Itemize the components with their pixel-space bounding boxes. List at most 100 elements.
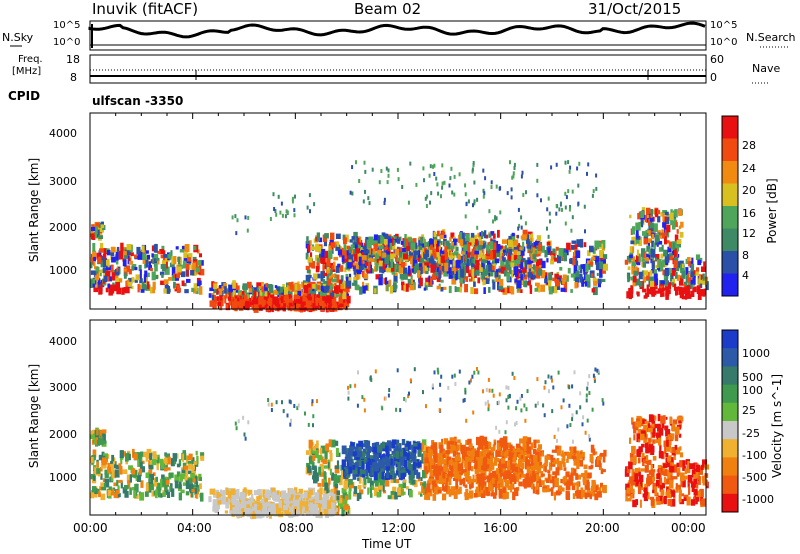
power-cell	[400, 241, 406, 245]
velocity-cell	[485, 486, 491, 496]
velocity-cell	[288, 488, 294, 497]
power-cell	[273, 207, 276, 211]
power-cell	[166, 254, 172, 259]
power-cell	[90, 270, 95, 275]
power-cell	[439, 265, 443, 275]
velocity-cell	[423, 452, 427, 460]
power-cell	[309, 209, 311, 214]
power-cell	[208, 293, 212, 298]
power-cell	[387, 173, 390, 178]
power-cell	[464, 183, 467, 188]
power-cell	[428, 173, 431, 178]
power-cell	[592, 276, 597, 282]
power-cell	[322, 264, 325, 273]
velocity-cell	[373, 471, 378, 481]
power-cell	[291, 300, 295, 306]
velocity-cell	[310, 496, 314, 501]
power-cell	[567, 267, 571, 274]
velocity-cell	[195, 450, 198, 456]
power-cell	[177, 256, 181, 264]
velocity-cell	[178, 459, 182, 466]
power-cell	[664, 216, 670, 225]
power-cell	[482, 194, 485, 199]
velocity-cell	[329, 452, 333, 462]
power-cell	[564, 191, 567, 196]
power-cell	[443, 234, 447, 238]
power-cell	[419, 277, 423, 287]
velocity-cell	[342, 492, 347, 499]
power-cell	[193, 288, 197, 294]
velocity-cell	[343, 497, 348, 505]
power-cell	[671, 249, 674, 256]
velocity-cell	[346, 468, 349, 474]
velocity-cell	[425, 470, 428, 478]
power-cell	[336, 303, 341, 308]
power-cell	[564, 160, 567, 165]
power-cell	[258, 297, 263, 305]
power-cell	[574, 244, 578, 251]
velocity-cell	[352, 451, 357, 457]
velocity-cell	[387, 459, 393, 466]
power-cell	[347, 262, 352, 269]
power-cell	[338, 298, 343, 305]
velocity-cell	[425, 451, 430, 455]
velocity-cell	[352, 464, 356, 470]
power-cell	[459, 278, 463, 288]
velocity-cell	[498, 460, 504, 468]
velocity-cell	[176, 453, 179, 459]
power-cell	[106, 250, 111, 256]
velocity-cell	[339, 500, 344, 510]
power-cell	[280, 286, 284, 295]
power-cell	[307, 256, 313, 263]
power-cell	[665, 275, 669, 279]
power-cell	[190, 269, 195, 276]
power-cell	[308, 262, 314, 268]
velocity-cell	[414, 469, 419, 474]
power-cell	[284, 294, 289, 303]
power-cell	[252, 297, 256, 302]
velocity-cell	[358, 476, 362, 484]
velocity-cell	[191, 457, 195, 465]
velocity-cell	[217, 500, 222, 505]
power-cell	[441, 163, 444, 168]
power-cell	[646, 245, 651, 252]
power-cell	[270, 303, 274, 312]
velocity-cell	[464, 459, 467, 467]
velocity-cell	[558, 462, 563, 471]
velocity-cell	[145, 455, 149, 462]
power-cell	[380, 169, 383, 173]
velocity-cell	[494, 486, 498, 496]
velocity-cell	[540, 480, 545, 486]
velocity-cell	[239, 492, 245, 500]
power-cell	[660, 292, 665, 297]
power-cell	[705, 281, 709, 291]
velocity-cell	[127, 453, 131, 461]
noise-trace	[88, 21, 706, 48]
velocity-cell	[140, 480, 144, 488]
power-cell	[123, 272, 127, 279]
power-cell	[253, 300, 257, 308]
power-cell	[643, 238, 648, 245]
power-cell	[418, 245, 423, 250]
power-cell	[293, 208, 296, 213]
power-cell	[674, 209, 678, 218]
power-cell	[420, 257, 424, 263]
velocity-cell	[222, 490, 226, 498]
power-cell	[671, 254, 675, 259]
velocity-cell	[327, 462, 330, 469]
power-cell	[487, 242, 490, 246]
power-cell	[692, 273, 696, 278]
velocity-cell	[342, 462, 346, 470]
power-cell	[395, 263, 400, 273]
velocity-cell	[423, 481, 427, 489]
power-cell	[429, 238, 434, 248]
power-cell	[325, 285, 329, 292]
power-cell	[163, 279, 169, 285]
power-cell	[669, 253, 673, 261]
velocity-cell	[403, 479, 407, 483]
power-cell	[362, 281, 365, 289]
power-cell	[333, 241, 339, 247]
power-cell	[491, 265, 495, 271]
velocity-cell	[115, 490, 120, 495]
power-cell	[308, 240, 312, 246]
